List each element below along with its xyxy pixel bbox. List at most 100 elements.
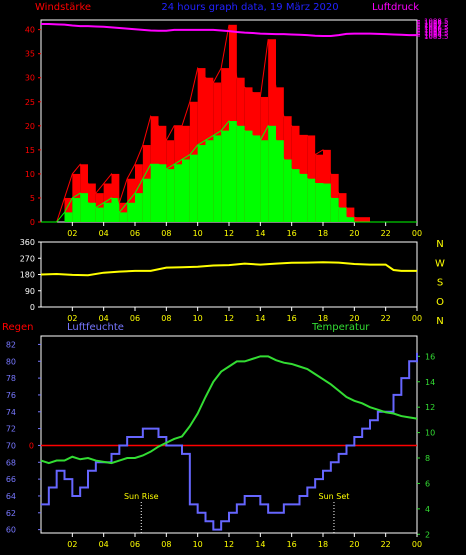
dir-ytick-label: 90 [25,287,35,296]
wind-ytick-label: 0 [30,218,35,227]
temp-ytick-label: 16 [425,352,435,361]
wind-avg-bar [268,125,276,222]
humidity-ytick-label: 80 [6,357,16,366]
ht-xtick-label: 10 [193,540,203,549]
wind-avg-bar [111,197,120,222]
dir-xtick-label: 12 [224,314,234,323]
dir-xtick-label: 10 [193,314,203,323]
sun-annotation: Sun Rise [124,492,159,501]
chart-title: 24 hours graph data, 19 März 2020 [161,2,338,13]
pressure-ytick-label: 1085 [424,28,442,36]
wind-gust-bar [127,178,135,222]
wind-avg-bar [291,169,300,222]
dir-xtick-label: 16 [287,314,297,323]
wind-xtick-label: 00 [412,229,422,238]
humidity-ytick-label: 62 [6,509,16,518]
temp-ytick-label: 2 [425,530,430,539]
wind-xtick-label: 18 [318,229,328,238]
wind-avg-bar [80,193,88,222]
wind-xtick-label: 10 [193,229,203,238]
pressure-ytick-label: 1087.5 [424,21,449,29]
humidity-ytick-label: 64 [6,492,16,501]
wind-xtick-label: 08 [161,229,171,238]
dir-compass-label: S [437,278,443,289]
ht-xtick-label: 06 [130,540,140,549]
wind-avg-bar [244,130,253,222]
wind-ytick-label: 30 [25,74,35,83]
dir-xtick-label: 00 [412,314,422,323]
wind-axis-label: Windstärke [35,2,91,13]
humidity-line [41,352,418,531]
dir-compass-label: W [435,258,445,269]
temp-ytick-label: 6 [425,479,430,488]
wind-xtick-label: 02 [67,229,77,238]
wind-ytick-label: 15 [25,146,35,155]
humidity-label: Luftfeuchte [67,322,124,333]
wind-avg-bar [252,135,261,222]
wind-xtick-label: 20 [349,229,359,238]
dir-xtick-label: 18 [318,314,328,323]
pressure-ytick-label: 1085.5 [424,27,449,35]
ht-xtick-label: 02 [67,540,77,549]
wind-gust-bar [64,197,73,222]
wind-avg-line [41,120,417,223]
dir-ytick-label: 360 [20,238,35,247]
humidity-ytick-label: 68 [6,458,16,467]
humidity-ytick-label: 72 [6,425,16,434]
wind-ytick-label: 25 [25,98,35,107]
pressure-ytick-label: 1087 [424,22,442,30]
wind-avg-bar [276,140,284,222]
dir-compass-label: N [436,239,443,250]
wind-avg-bar [72,197,81,222]
wind-avg-bar [236,125,245,222]
wind-ytick-label: 5 [30,194,35,203]
wind-xtick-label: 12 [224,229,234,238]
wind-avg-bar [95,207,104,222]
wind-xtick-label: 16 [287,229,297,238]
humidity-ytick-label: 70 [6,441,16,450]
wind-xtick-label: 22 [381,229,391,238]
wind-ytick-label: 20 [25,122,35,131]
wind-avg-bar [315,183,323,222]
humidity-ytick-label: 78 [6,374,16,383]
ht-xtick-label: 14 [255,540,265,549]
wind-avg-bar [88,202,96,222]
wind-avg-bar [166,169,175,222]
rain-label: Regen [2,322,34,333]
wind-xtick-label: 14 [255,229,265,238]
temp-ytick-label: 4 [425,505,430,514]
dir-xtick-label: 20 [349,314,359,323]
humidity-ytick-label: 66 [6,475,16,484]
ht-xtick-label: 04 [99,540,109,549]
wind-avg-bar [127,202,135,222]
wind-avg-bar [221,130,229,222]
wind-avg-bar [150,164,159,222]
dir-xtick-label: 08 [161,314,171,323]
ht-xtick-label: 22 [381,540,391,549]
pressure-ytick-label: 1086.5 [424,24,449,32]
dir-xtick-label: 06 [130,314,140,323]
ht-xtick-label: 18 [318,540,328,549]
humidity-ytick-label: 82 [6,340,16,349]
wind-avg-bar [307,178,316,222]
dir-ytick-label: 180 [20,271,35,280]
ht-xtick-label: 08 [161,540,171,549]
wind-avg-bar [64,212,73,222]
pressure-ytick-label: 1083.5 [424,33,449,41]
pressure-line [41,23,417,38]
ht-xtick-label: 16 [287,540,297,549]
pressure-ytick-label: 1086 [424,25,442,33]
wind-avg-bar [338,207,347,222]
sun-annotation: Sun Set [319,492,350,501]
pressure-ytick-label: 1084 [424,31,442,39]
pressure-ytick-label: 1088 [424,19,442,27]
ht-xtick-label: 00 [412,540,422,549]
wind-avg-bar [260,140,269,222]
temp-ytick-label: 8 [425,454,430,463]
wind-avg-bar [142,178,151,222]
wind-avg-bar [174,164,182,222]
wind-avg-bar [229,121,237,222]
dir-xtick-label: 22 [381,314,391,323]
wind-gust-line [41,24,417,223]
